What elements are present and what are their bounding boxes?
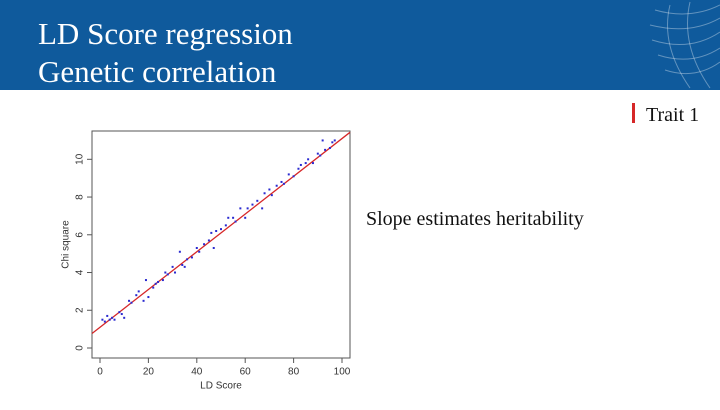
y-tick-label: 2 xyxy=(75,307,86,313)
point xyxy=(164,271,167,274)
point xyxy=(152,286,155,289)
point xyxy=(142,299,145,302)
header-globe xyxy=(649,1,720,89)
point xyxy=(207,239,210,242)
y-axis-label: Chi square xyxy=(61,220,72,269)
trait-label: Trait 1 xyxy=(646,104,699,126)
point xyxy=(135,294,138,297)
point xyxy=(103,320,106,323)
point xyxy=(101,318,104,321)
point xyxy=(232,216,235,219)
point xyxy=(212,246,215,249)
y-tick-label: 6 xyxy=(75,232,86,238)
point xyxy=(120,313,123,316)
point xyxy=(171,265,174,268)
point xyxy=(113,318,116,321)
point xyxy=(118,311,121,314)
x-tick-label: 0 xyxy=(97,367,103,378)
point xyxy=(227,216,230,219)
point xyxy=(280,180,283,183)
point xyxy=(246,207,249,210)
point xyxy=(166,273,169,276)
point xyxy=(190,256,193,259)
x-axis-label: LD Score xyxy=(200,381,242,392)
point xyxy=(324,148,327,151)
point xyxy=(297,167,300,170)
point xyxy=(130,301,133,304)
point xyxy=(304,162,307,165)
title-line: LD Score regression xyxy=(38,16,293,51)
point xyxy=(282,182,285,185)
point xyxy=(106,314,109,317)
x-tick-label: 80 xyxy=(288,367,300,378)
point xyxy=(316,152,319,155)
point xyxy=(154,282,157,285)
trait-marker xyxy=(632,103,635,123)
point xyxy=(198,250,201,253)
title-line: Genetic correlation xyxy=(38,54,277,89)
y-tick-label: 8 xyxy=(75,194,86,200)
point xyxy=(331,141,334,144)
point xyxy=(128,299,131,302)
point xyxy=(251,203,254,206)
point xyxy=(239,207,242,210)
point xyxy=(123,316,126,319)
point xyxy=(234,220,237,223)
point xyxy=(181,263,184,266)
x-tick-label: 40 xyxy=(191,367,203,378)
x-tick-label: 100 xyxy=(334,367,351,378)
point xyxy=(183,265,186,268)
point xyxy=(157,280,160,283)
point xyxy=(307,158,310,161)
point xyxy=(210,231,213,234)
point xyxy=(299,163,302,166)
point xyxy=(244,216,247,219)
point xyxy=(144,279,147,282)
point xyxy=(174,271,177,274)
point xyxy=(270,194,273,197)
point xyxy=(287,173,290,176)
point xyxy=(321,139,324,142)
plot: 0 20 40 60 80 100 0 2 4 6 8 10 LD Score Chi square xyxy=(61,130,351,392)
point xyxy=(224,224,227,227)
y-tick-label: 4 xyxy=(75,269,86,275)
point xyxy=(186,258,189,261)
point xyxy=(261,207,264,210)
point xyxy=(137,290,140,293)
point xyxy=(147,296,150,299)
point xyxy=(319,154,322,157)
point xyxy=(311,162,314,165)
point xyxy=(333,139,336,142)
fit-line xyxy=(91,131,351,334)
point xyxy=(215,230,218,233)
point xyxy=(275,184,278,187)
point xyxy=(195,246,198,249)
y-tick-label: 0 xyxy=(75,345,86,351)
plot-frame xyxy=(91,130,351,359)
point xyxy=(111,316,114,319)
x-tick-label: 60 xyxy=(240,367,252,378)
point xyxy=(108,318,111,321)
point xyxy=(256,199,259,202)
y-tick-label: 10 xyxy=(75,153,86,165)
point xyxy=(263,192,266,195)
header-band xyxy=(0,0,720,90)
point xyxy=(292,175,295,178)
point xyxy=(220,228,222,231)
point xyxy=(203,243,206,246)
point xyxy=(161,279,164,282)
caption: Slope estimates heritability xyxy=(366,208,584,230)
x-tick-label: 20 xyxy=(143,367,155,378)
point xyxy=(178,250,181,253)
point xyxy=(268,188,271,191)
point xyxy=(328,146,331,149)
